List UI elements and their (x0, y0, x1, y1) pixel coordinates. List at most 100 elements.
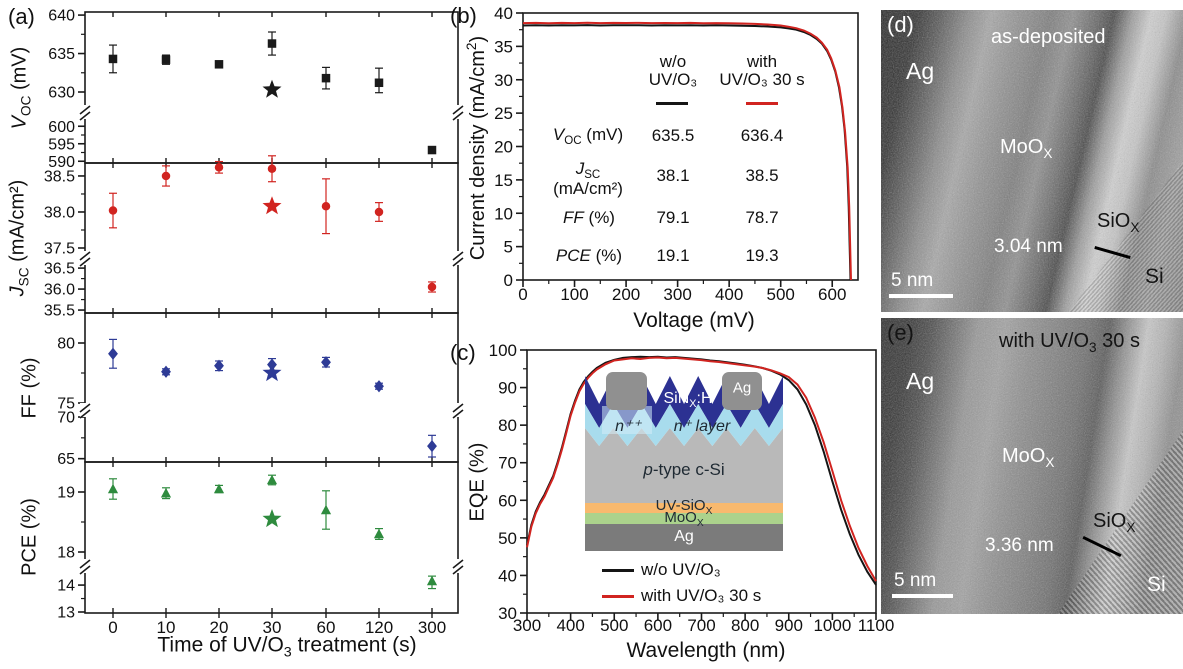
svg-text:10: 10 (157, 618, 176, 637)
svg-text:70: 70 (57, 410, 75, 427)
panel-a-subplot-a-jsc: 38.5 38.0 37.5 36.5 36.0 35.5 (44, 155, 464, 320)
tem-d-si-label: Si (1145, 265, 1164, 288)
svg-text:10: 10 (494, 204, 513, 223)
table-row-jsc-v2: 38.5 (745, 166, 779, 185)
svg-text:50: 50 (498, 529, 517, 548)
eqe-legend-line-red (602, 595, 634, 598)
panel-c-letter: (c) (450, 340, 476, 365)
svg-text:600: 600 (48, 119, 75, 136)
svg-text:36.5: 36.5 (44, 261, 75, 278)
tem-e-ag-label: Ag (906, 368, 935, 394)
b-y-axis-title: Current density (mA/cm2) (464, 35, 489, 261)
svg-text:60: 60 (317, 618, 336, 637)
jv-curve (522, 21, 852, 281)
svg-text:37.5: 37.5 (44, 241, 75, 258)
table-row-voc-v2: 636.4 (740, 126, 784, 145)
schematic-npp-label: n⁺⁺ (615, 418, 641, 435)
schematic-ag-contact-label: Ag (732, 379, 752, 397)
tem-noise-texture (881, 318, 1183, 614)
svg-text:1000: 1000 (813, 616, 851, 635)
svg-text:500: 500 (767, 285, 795, 304)
table-row-pce-v1: 19.1 (656, 246, 690, 265)
svg-text:640: 640 (48, 8, 75, 25)
table-row-jsc-label: JSC (575, 158, 601, 182)
jv-curve (522, 24, 852, 281)
panel-c-eqe-plot: 30 40 50 60 70 80 90 100 300 400 500 600 700 800 900 10… (489, 341, 895, 635)
svg-text:20: 20 (494, 138, 513, 157)
table-row-ff-label: FF (%) (563, 208, 615, 227)
svg-text:200: 200 (612, 285, 640, 304)
panel-b-letter: (b) (450, 3, 477, 28)
tem-e-sio-label: SiOX (1093, 510, 1136, 535)
svg-text:630: 630 (48, 85, 75, 102)
table-row-voc-v1: 635.5 (651, 126, 695, 145)
tem-e-moo-label: MoOX (1002, 445, 1055, 470)
eqe-curve (526, 356, 877, 582)
schematic-ag-bottom-label: Ag (674, 528, 694, 545)
svg-text:18: 18 (57, 545, 75, 562)
svg-text:40: 40 (494, 4, 513, 23)
svg-text:70: 70 (498, 454, 517, 473)
svg-text:80: 80 (498, 416, 517, 435)
c-y-axis-title: EQE (%) (466, 442, 489, 522)
tem-e-si-label: Si (1147, 573, 1166, 596)
svg-text:1100: 1100 (858, 616, 895, 635)
tem-noise-texture (881, 10, 1183, 312)
tem-e-scale-label: 5 nm (894, 570, 937, 591)
svg-text:15: 15 (494, 171, 513, 190)
svg-text:400: 400 (715, 285, 743, 304)
tem-d-title: as-deposited (991, 26, 1106, 48)
schematic-sin-label: SiNX:H (663, 389, 713, 411)
table-col2-line-sample (746, 102, 778, 105)
svg-text:120: 120 (365, 618, 393, 637)
svg-text:635: 635 (48, 46, 75, 63)
svg-text:75: 75 (57, 396, 75, 413)
a-x-axis-title: Time of UV/O3 treatment (s) (157, 633, 417, 661)
tem-d-thickness-label: 3.04 nm (994, 236, 1063, 257)
svg-text:30: 30 (494, 71, 513, 90)
table-col1-header2: UV/O₃ (648, 70, 698, 89)
panel-e-letter: (e) (887, 320, 914, 345)
svg-text:40: 40 (498, 566, 517, 585)
svg-text:300: 300 (418, 618, 446, 637)
eqe-legend-label-black: w/o UV/O₃ (641, 560, 721, 579)
svg-text:19: 19 (57, 485, 75, 502)
schematic-uvsio-label: UV-SiOX (655, 497, 713, 517)
device-schematic (585, 372, 783, 551)
svg-text:0: 0 (518, 285, 527, 304)
svg-text:590: 590 (48, 154, 75, 171)
svg-text:5: 5 (504, 238, 513, 257)
panel-a-subplot-a-pce: 19 18 14 13 0 10 20 30 60 120 300 (57, 461, 464, 637)
svg-text:25: 25 (494, 104, 513, 123)
svg-text:600: 600 (644, 616, 672, 635)
svg-text:14: 14 (57, 578, 75, 595)
tem-d-scale-bar (889, 294, 953, 298)
table-row-ff-v1: 79.1 (656, 208, 690, 227)
tem-e-scale-bar (892, 594, 953, 598)
svg-text:800: 800 (731, 616, 759, 635)
table-row-ff-v2: 78.7 (745, 208, 779, 227)
tem-d-moo-label: MoOX (1000, 136, 1053, 161)
svg-text:300: 300 (663, 285, 691, 304)
svg-text:20: 20 (210, 618, 229, 637)
tem-e-thickness-label: 3.36 nm (985, 535, 1054, 556)
eqe-legend-line-black (602, 569, 634, 572)
voc-axis-title: VOC (mV) (8, 46, 34, 130)
svg-text:38.5: 38.5 (44, 168, 75, 185)
svg-text:60: 60 (498, 491, 517, 510)
tem-e-title: with UV/O3 30 s (999, 330, 1140, 355)
svg-text:500: 500 (600, 616, 628, 635)
svg-text:35: 35 (494, 37, 513, 56)
pce-axis-title: PCE (%) (18, 498, 41, 576)
tem-d-sio-label: SiOX (1097, 210, 1140, 235)
svg-text:100: 100 (560, 285, 588, 304)
svg-text:13: 13 (57, 605, 75, 622)
panel-d-letter: (d) (887, 12, 914, 37)
table-row-pce-label: PCE (%) (555, 246, 623, 265)
tem-image-uvo3-treated: (e) with UV/O3 30 s Ag MoOX SiOX 3.36 nm… (881, 318, 1183, 614)
table-col2-header2: UV/O₃ 30 s (719, 70, 805, 89)
